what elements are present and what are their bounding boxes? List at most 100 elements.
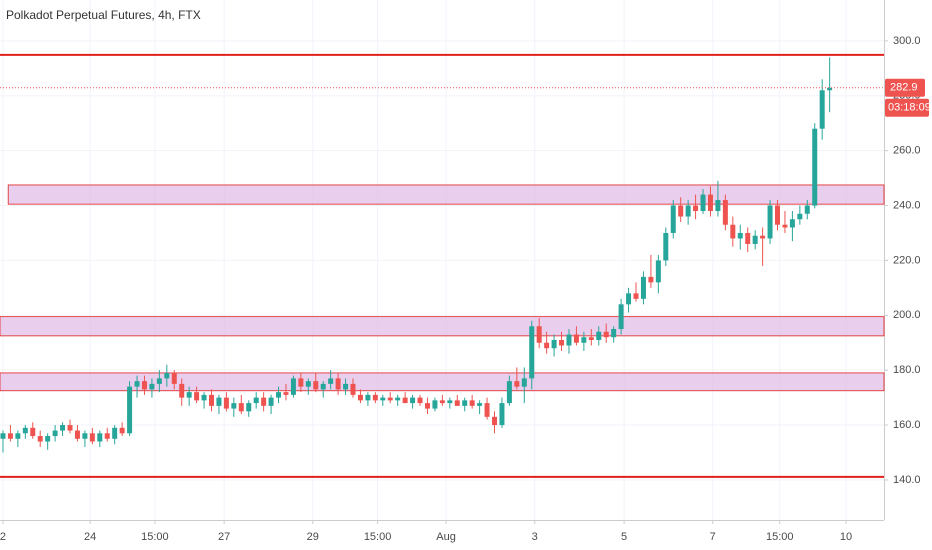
candle-body — [812, 128, 818, 206]
candle-body — [454, 400, 460, 406]
candle-body — [640, 276, 646, 299]
candle-body — [693, 205, 699, 212]
zone — [7, 184, 885, 205]
candle-body — [171, 372, 177, 384]
x-tick-label: 29 — [307, 531, 319, 543]
candle-body — [715, 200, 721, 212]
candle-body — [246, 403, 252, 412]
candle-body — [752, 235, 758, 244]
candle-body — [670, 205, 676, 233]
y-tick-label: 140.0 — [893, 474, 921, 486]
zone — [0, 316, 885, 337]
candle-body — [484, 403, 490, 417]
candle-body — [186, 392, 192, 398]
candle-body — [536, 326, 542, 343]
candle-body — [410, 397, 416, 404]
candle-body — [492, 416, 498, 426]
candle-body — [760, 235, 766, 239]
candle-body — [15, 433, 21, 439]
candle-body — [45, 436, 51, 442]
candle-body — [104, 433, 110, 439]
candle-body — [261, 397, 267, 406]
x-tick-label: 15:00 — [766, 531, 794, 543]
y-tick-label: 200.0 — [893, 309, 921, 321]
candle-body — [276, 392, 282, 398]
candle-body — [320, 383, 326, 390]
candle-body — [827, 87, 833, 91]
zone — [0, 372, 885, 392]
candle-body — [112, 427, 118, 439]
y-tick-label: 300.0 — [893, 35, 921, 47]
candle-body — [127, 386, 133, 434]
candle-body — [745, 232, 751, 244]
candle-body — [611, 329, 617, 338]
candle-body — [89, 433, 95, 442]
candle-body — [581, 337, 587, 343]
candle-body — [290, 378, 296, 395]
y-tick-label: 240.0 — [893, 199, 921, 211]
candle-body — [551, 339, 557, 349]
candle-body — [588, 337, 594, 340]
candle-body — [432, 400, 438, 409]
candle-body — [343, 383, 349, 390]
candle-body — [119, 427, 125, 434]
candle-body — [566, 334, 572, 346]
candle-body — [737, 232, 743, 239]
candle-body — [529, 326, 535, 379]
candle-body — [387, 397, 393, 401]
candle-body — [201, 394, 207, 401]
candle-body — [685, 205, 691, 217]
candle-body — [618, 304, 624, 330]
candle-body — [707, 194, 713, 212]
candle-body — [179, 383, 185, 398]
candle-body — [730, 224, 736, 239]
candle-body — [298, 378, 304, 387]
countdown-label: 03:18:09 — [888, 102, 931, 114]
candle-body — [328, 378, 334, 384]
candle-body — [633, 293, 639, 299]
candle-body — [283, 392, 289, 395]
candle-body — [544, 342, 550, 349]
x-tick-label: 3 — [532, 531, 538, 543]
candle-body — [134, 381, 140, 387]
candle-body — [216, 397, 222, 406]
candle-body — [395, 397, 401, 401]
candle-body — [767, 205, 773, 239]
candle-body — [37, 436, 43, 442]
candle-body — [819, 90, 825, 129]
y-tick-label: 180.0 — [893, 364, 921, 376]
x-tick-label: Aug — [436, 531, 456, 543]
candle-body — [700, 194, 706, 212]
candle-body — [7, 433, 13, 439]
candle-body — [573, 334, 579, 343]
candle-body — [439, 400, 445, 404]
candle-body — [52, 430, 58, 437]
last-price-tag — [885, 78, 925, 97]
candle-body — [678, 205, 684, 217]
candle-body — [223, 397, 229, 409]
x-tick-label: 15:00 — [141, 531, 169, 543]
x-tick-label: 2 — [0, 531, 6, 543]
candle-body — [626, 293, 632, 305]
candle-body — [655, 260, 661, 283]
candle-body — [194, 392, 200, 401]
chart-title: Polkadot Perpetual Futures, 4h, FTX — [6, 8, 201, 22]
candle-body — [559, 339, 565, 346]
candle-body — [775, 205, 781, 225]
candle-body — [804, 205, 810, 214]
candle-body — [30, 427, 36, 437]
candle-body — [231, 403, 237, 409]
candle-body — [0, 433, 6, 439]
candle-body — [164, 372, 170, 379]
candle-body — [238, 403, 244, 412]
candle-body — [722, 200, 728, 225]
candle-body — [477, 403, 483, 406]
candle-body — [67, 425, 73, 431]
candle-body — [447, 400, 453, 404]
y-tick-label: 220.0 — [893, 254, 921, 266]
x-tick-label: 10 — [840, 531, 852, 543]
countdown-tag — [885, 98, 929, 117]
candle-body — [82, 433, 88, 439]
x-tick-label: 5 — [621, 531, 627, 543]
